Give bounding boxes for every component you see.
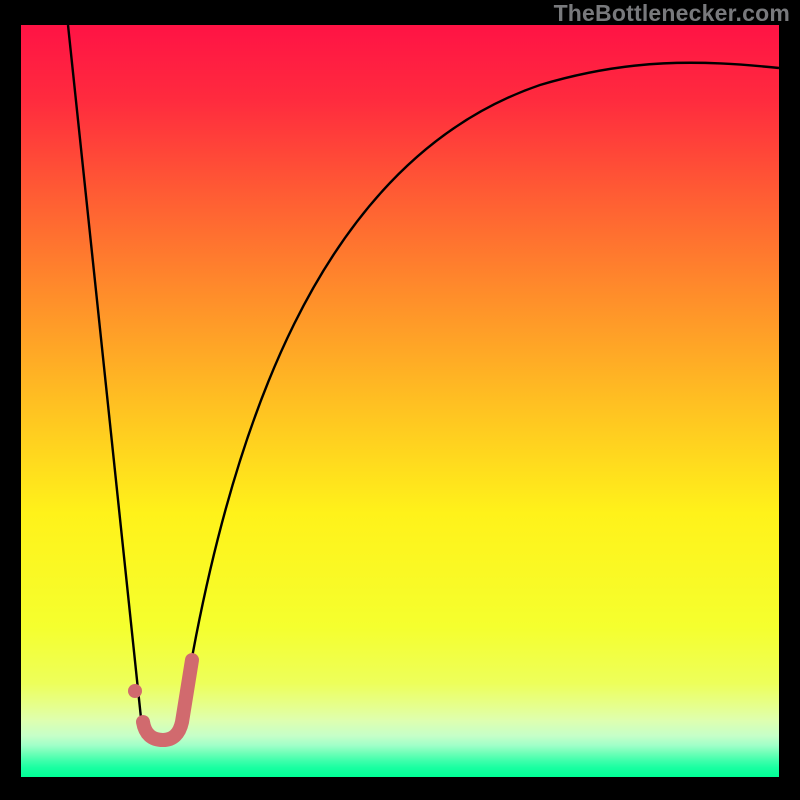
- bottleneck-chart: [0, 0, 800, 800]
- marker-dot: [128, 684, 142, 698]
- chart-stage: TheBottlenecker.com: [0, 0, 800, 800]
- watermark-text: TheBottlenecker.com: [554, 0, 790, 27]
